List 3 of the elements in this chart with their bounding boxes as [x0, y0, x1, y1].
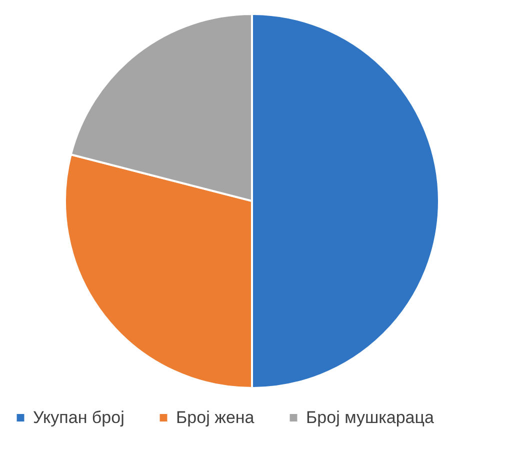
- legend-label: Број жена: [176, 408, 255, 427]
- legend-label: Број мушкараца: [306, 408, 434, 427]
- legend-label: Укупан број: [33, 408, 124, 427]
